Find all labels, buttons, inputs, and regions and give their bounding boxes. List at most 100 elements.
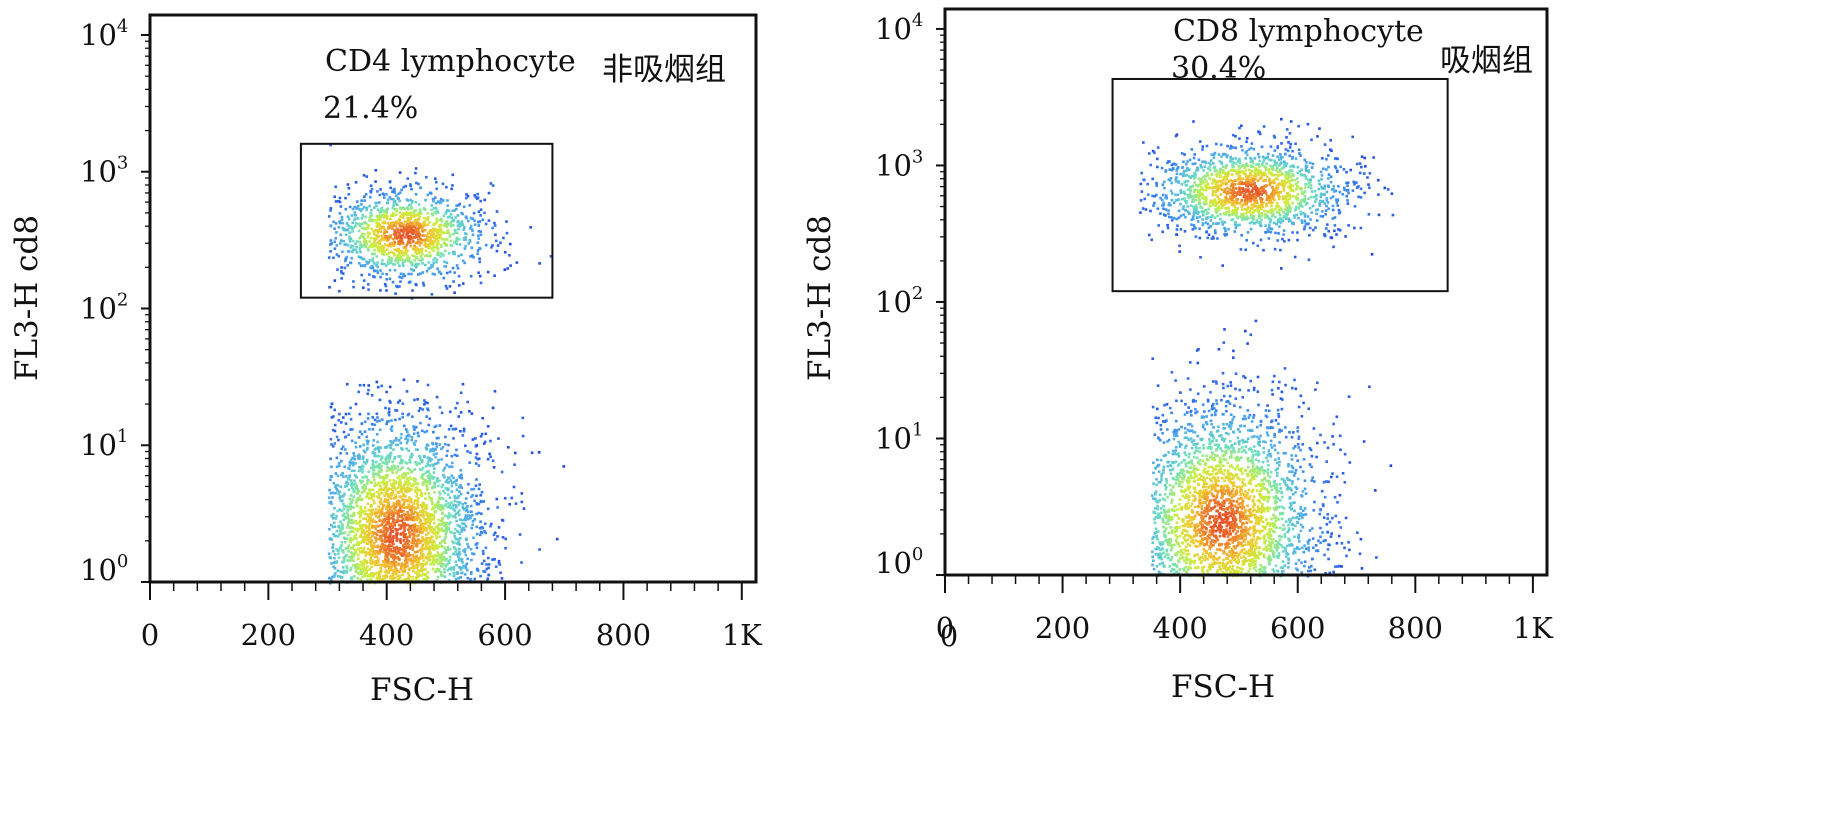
scatter-point xyxy=(419,567,423,571)
scatter-point xyxy=(1231,476,1235,479)
scatter-point xyxy=(387,514,390,518)
scatter-point xyxy=(1192,398,1195,402)
scatter-point xyxy=(441,507,445,511)
scatter-point xyxy=(402,531,405,534)
scatter-point xyxy=(456,500,459,504)
scatter-point xyxy=(361,524,364,528)
scatter-point xyxy=(348,464,352,467)
scatter-point xyxy=(402,223,405,226)
scatter-point xyxy=(397,455,400,458)
scatter-point xyxy=(399,505,402,508)
scatter-point xyxy=(1258,531,1262,535)
scatter-point xyxy=(444,221,448,225)
scatter-point xyxy=(1221,564,1225,567)
scatter-point xyxy=(393,455,397,459)
scatter-point xyxy=(408,458,412,462)
scatter-point xyxy=(1190,446,1194,450)
scatter-point xyxy=(449,514,452,517)
scatter-point xyxy=(456,524,460,527)
scatter-point xyxy=(419,458,423,461)
scatter-point xyxy=(1246,492,1249,495)
scatter-point xyxy=(347,217,351,221)
scatter-point xyxy=(351,526,355,530)
scatter-point xyxy=(416,500,420,504)
scatter-point xyxy=(503,268,507,271)
scatter-point xyxy=(413,516,416,520)
scatter-point xyxy=(402,476,406,480)
scatter-point xyxy=(361,214,365,217)
scatter-point xyxy=(357,553,360,557)
scatter-point xyxy=(354,520,357,524)
scatter-point xyxy=(329,556,332,560)
scatter-point xyxy=(455,242,459,246)
scatter-point xyxy=(386,252,389,256)
scatter-point xyxy=(1152,471,1155,475)
scatter-point xyxy=(1288,506,1292,509)
scatter-point xyxy=(393,512,397,515)
scatter-point xyxy=(423,480,427,484)
scatter-point xyxy=(477,457,481,460)
scatter-point xyxy=(399,436,403,440)
scatter-point xyxy=(512,485,516,489)
scatter-point xyxy=(339,520,342,523)
scatter-point xyxy=(479,500,483,504)
scatter-point xyxy=(444,559,447,562)
scatter-point xyxy=(429,238,432,241)
scatter-point xyxy=(1208,545,1212,548)
scatter-point xyxy=(1207,565,1211,569)
scatter-point xyxy=(372,492,376,496)
scatter-point xyxy=(336,474,340,478)
scatter-point xyxy=(437,553,441,557)
scatter-point xyxy=(385,210,389,213)
scatter-point xyxy=(332,516,335,520)
scatter-point xyxy=(423,220,426,224)
scatter-point xyxy=(1222,529,1226,532)
scatter-point xyxy=(370,208,373,212)
scatter-point xyxy=(330,538,334,541)
scatter-point xyxy=(396,528,399,532)
scatter-point xyxy=(375,560,379,564)
scatter-point xyxy=(380,262,384,265)
scatter-point xyxy=(391,190,394,193)
scatter-point xyxy=(438,490,441,494)
scatter-point xyxy=(1242,530,1245,533)
scatter-point xyxy=(341,523,345,527)
scatter-point xyxy=(1296,443,1300,446)
scatter-point xyxy=(392,517,395,521)
scatter-point xyxy=(421,528,425,531)
scatter-point xyxy=(466,557,469,561)
scatter-point xyxy=(344,481,348,485)
scatter-point xyxy=(410,438,414,442)
scatter-point xyxy=(355,567,359,571)
scatter-point xyxy=(1259,424,1262,427)
scatter-point xyxy=(429,525,433,529)
scatter-point xyxy=(332,481,336,485)
scatter-point xyxy=(460,571,463,575)
scatter-point xyxy=(394,505,398,509)
scatter-point xyxy=(377,470,381,473)
scatter-point xyxy=(472,536,475,540)
scatter-point xyxy=(459,224,463,227)
scatter-point xyxy=(390,256,393,260)
scatter-point xyxy=(356,562,359,566)
scatter-point xyxy=(435,211,438,215)
scatter-point xyxy=(479,199,482,203)
scatter-point xyxy=(396,222,399,225)
scatter-point xyxy=(385,217,389,220)
scatter-point xyxy=(1274,519,1277,523)
scatter-point xyxy=(415,283,418,287)
scatter-point xyxy=(369,520,372,524)
scatter-point xyxy=(376,446,380,449)
scatter-point xyxy=(1241,472,1244,475)
scatter-point xyxy=(410,505,413,509)
scatter-point xyxy=(337,438,340,442)
scatter-point xyxy=(379,275,382,279)
scatter-point xyxy=(449,410,452,414)
scatter-point xyxy=(419,503,423,507)
scatter-point xyxy=(406,484,409,487)
scatter-point xyxy=(372,499,375,502)
scatter-point xyxy=(419,255,423,258)
scatter-point xyxy=(354,500,358,503)
scatter-point xyxy=(368,552,371,556)
scatter-point xyxy=(453,496,457,499)
